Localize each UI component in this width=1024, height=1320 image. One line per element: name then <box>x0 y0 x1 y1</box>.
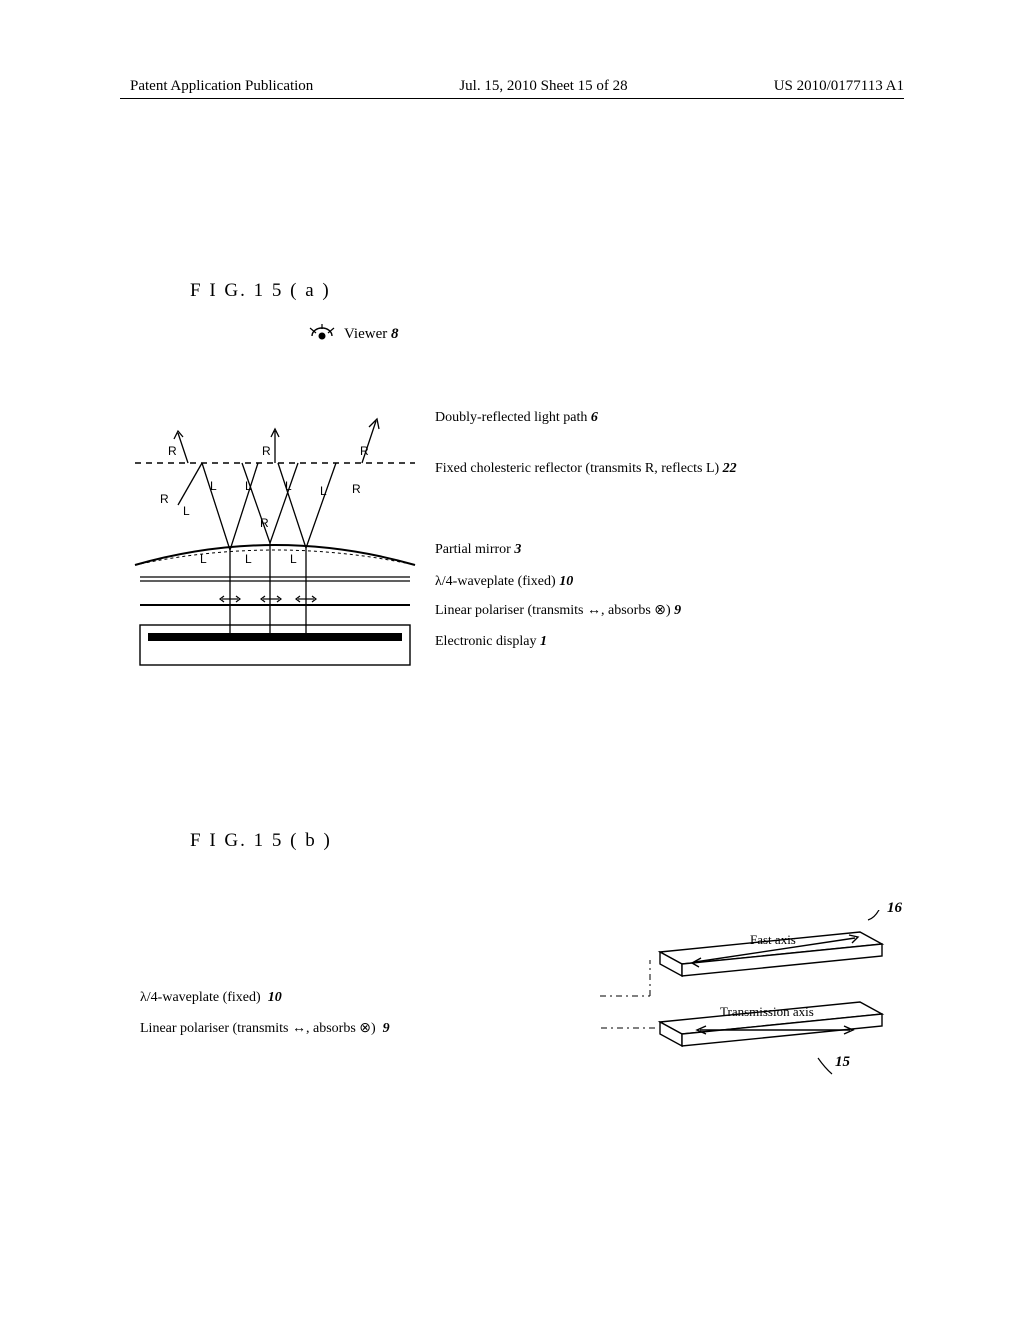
optical-stack-diagram: R R R R R L L L L L R L L L <box>130 415 430 675</box>
lp-num: 9 <box>674 603 681 618</box>
pm-text: Partial mirror <box>435 542 511 557</box>
label-electronic-display: Electronic display 1 <box>435 634 547 650</box>
drlp-text: Doubly-reflected light path <box>435 410 587 425</box>
figure-15a: Viewer 8 <box>130 310 890 730</box>
label-b-quarter-waveplate: λ/4-waveplate (fixed) 10 <box>140 990 282 1006</box>
label-linear-polariser: Linear polariser (transmits ↔, absorbs ⊗… <box>435 602 681 619</box>
page-header: Patent Application Publication Jul. 15, … <box>0 78 1024 95</box>
figure-15a-label: F I G. 1 5 ( a ) <box>190 280 331 302</box>
svg-text:R: R <box>168 444 177 458</box>
disp-num: 1 <box>540 634 547 649</box>
header-rule <box>120 98 904 99</box>
svg-text:L: L <box>285 479 292 493</box>
figure-15b-label: F I G. 1 5 ( b ) <box>190 830 332 852</box>
disp-text: Electronic display <box>435 634 536 649</box>
svg-text:L: L <box>245 479 252 493</box>
header-right: US 2010/0177113 A1 <box>774 78 904 95</box>
viewer-ref-num: 8 <box>391 326 399 342</box>
viewer-text: Viewer <box>344 326 387 342</box>
label-partial-mirror: Partial mirror 3 <box>435 542 521 558</box>
svg-text:L: L <box>200 552 207 566</box>
label-doubly-reflected: Doubly-reflected light path 6 <box>435 410 598 426</box>
svg-text:L: L <box>210 479 217 493</box>
eye-icon <box>308 322 336 346</box>
pm-num: 3 <box>514 542 521 557</box>
header-center: Jul. 15, 2010 Sheet 15 of 28 <box>459 78 627 95</box>
viewer-row: Viewer 8 <box>308 322 399 346</box>
svg-text:L: L <box>183 504 190 518</box>
fast-axis-text: Fast axis <box>750 932 796 947</box>
label-cholesteric: Fixed cholesteric reflector (transmits R… <box>435 461 737 477</box>
viewer-label: Viewer 8 <box>344 326 399 343</box>
qw-text: λ/4-waveplate (fixed) <box>435 574 556 589</box>
ref-num-15: 15 <box>835 1054 850 1071</box>
b-qw-num: 10 <box>268 990 282 1005</box>
svg-text:L: L <box>320 484 327 498</box>
header-left: Patent Application Publication <box>130 78 313 95</box>
trans-axis-text: Transmission axis <box>720 1004 814 1019</box>
svg-text:L: L <box>245 552 252 566</box>
label-quarter-waveplate: λ/4-waveplate (fixed) 10 <box>435 574 573 590</box>
drlp-num: 6 <box>591 410 598 425</box>
svg-text:L: L <box>290 552 297 566</box>
lp-text: Linear polariser (transmits ↔, absorbs ⊗… <box>435 603 671 618</box>
figure-15b: λ/4-waveplate (fixed) 10 Linear polarise… <box>130 880 900 1100</box>
svg-text:R: R <box>160 492 169 506</box>
svg-text:R: R <box>260 516 269 530</box>
qw-num: 10 <box>559 574 573 589</box>
b-qw-text: λ/4-waveplate (fixed) <box>140 990 261 1005</box>
plates-diagram: Fast axis Transmission axis <box>600 910 900 1090</box>
chol-num: 22 <box>723 461 737 476</box>
b-lp-text: Linear polariser (transmits ↔, absorbs ⊗… <box>140 1021 376 1036</box>
svg-text:R: R <box>360 444 369 458</box>
chol-text: Fixed cholesteric reflector (transmits R… <box>435 461 719 476</box>
svg-text:R: R <box>262 444 271 458</box>
b-lp-num: 9 <box>383 1021 390 1036</box>
label-b-linear-polariser: Linear polariser (transmits ↔, absorbs ⊗… <box>140 1020 390 1037</box>
svg-text:R: R <box>352 482 361 496</box>
